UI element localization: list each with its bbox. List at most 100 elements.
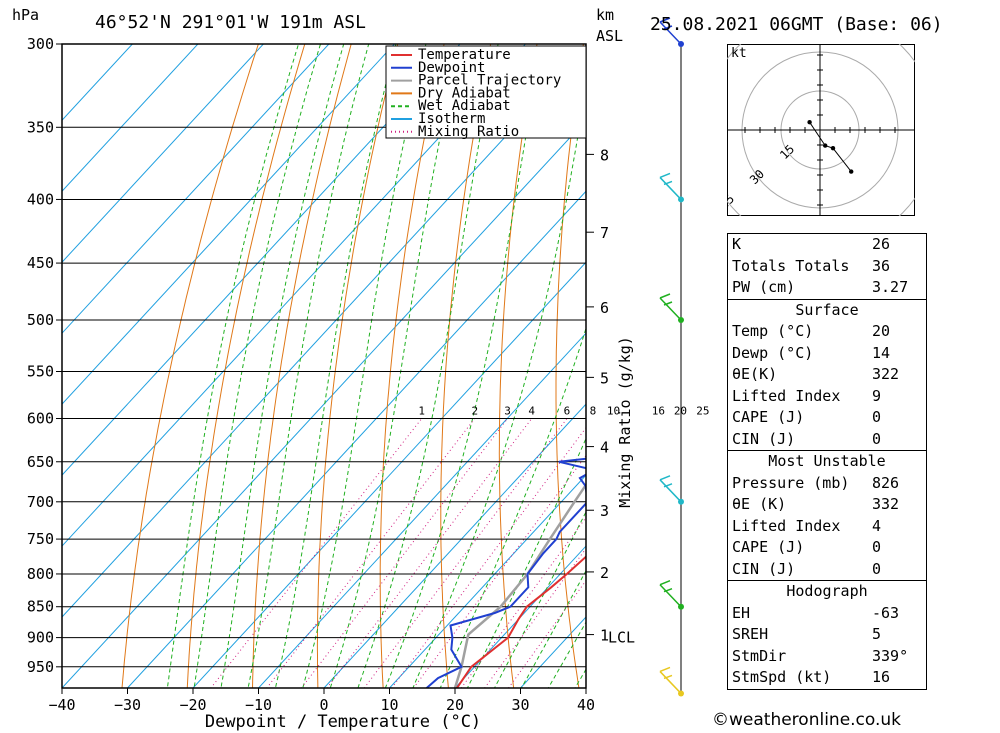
hodograph-point (823, 143, 828, 148)
pressure-tick-label: 500 (27, 311, 54, 329)
index-row: CAPE (J) 0 (728, 537, 926, 559)
mixing-ratio-label: 6 (564, 405, 571, 418)
index-label: Totals Totals (732, 256, 850, 275)
wet-adiabat-line (329, 44, 461, 688)
index-value: 4 (872, 516, 882, 535)
index-label: θE(K) (732, 365, 778, 383)
mixing-ratio-line (460, 516, 586, 688)
index-row: StmDir 339° (728, 646, 926, 668)
km-tick-label: 2 (600, 564, 609, 582)
index-value: 0 (872, 429, 882, 448)
legend-label: Isotherm (418, 111, 485, 127)
wet-adiabat-line (247, 44, 370, 688)
mixing-ratio-line (266, 418, 476, 688)
index-row: Temp (°C) 20 (728, 321, 926, 343)
index-row: K 26 (728, 234, 926, 256)
dry-adiabat-line (121, 44, 259, 688)
index-row: Totals Totals 36 (728, 256, 926, 278)
isotherm-line (62, 44, 134, 122)
mixing-ratio-label: 16 (652, 405, 665, 418)
km-tick-label: 5 (600, 369, 609, 387)
temp-tick-label: −10 (245, 696, 272, 714)
isotherm-line (62, 44, 396, 405)
copyright: ©weatheronline.co.uk (712, 710, 902, 730)
km-tick-label: 3 (600, 502, 609, 520)
pressure-tick-label: 450 (27, 254, 54, 272)
index-value: 5 (872, 625, 882, 643)
wet-adiabat-line (193, 44, 322, 688)
location-label: 46°52'N 291°01'W 191m ASL (95, 12, 366, 33)
index-label: CIN (J) (732, 559, 796, 578)
index-value: 16 (872, 668, 891, 686)
dewpoint-line (425, 457, 586, 688)
legend-box (385, 45, 587, 139)
index-row: CIN (J) 0 (728, 559, 926, 581)
dry-adiabat-line (379, 44, 445, 688)
dry-adiabat-line (664, 26, 717, 721)
hodograph-ring-label: 45 (727, 192, 737, 212)
index-label: StmSpd (kt) (732, 668, 832, 686)
hodograph-title: Hodograph (728, 580, 926, 603)
hodograph-point (830, 146, 836, 151)
pressure-tick-label: 950 (27, 658, 54, 676)
mixing-ratio-line (300, 418, 508, 688)
mixing-ratio-label: 2 (471, 405, 478, 418)
index-row: Pressure (mb) 826 (728, 473, 926, 495)
temp-tick-label: 30 (511, 696, 529, 714)
index-row: Lifted Index 9 (728, 386, 926, 408)
km-header-label: km (596, 6, 614, 24)
isotherm-line (192, 261, 586, 688)
isotherm-line (454, 545, 586, 688)
axes: 3003504004505005506006507007508008509009… (12, 6, 710, 732)
legend-label: Temperature (418, 47, 511, 63)
wet-adiabat-line (466, 437, 586, 688)
index-row: θE (K) 332 (728, 494, 926, 516)
datetime-label: 25.08.2021 06GMT (Base: 06) (650, 14, 943, 35)
hodograph-trace (809, 121, 852, 172)
mixing-ratio-label: 25 (696, 405, 709, 418)
temperature-line (455, 555, 586, 688)
index-value: 20 (872, 322, 891, 340)
header: 46°52'N 291°01'W 191m ASL km ASL 25.08.2021… (95, 6, 943, 45)
dry-adiabat-line (316, 44, 399, 688)
km-tick-label: 6 (600, 299, 609, 317)
index-label: CAPE (J) (732, 538, 805, 556)
wet-adiabat-line (493, 510, 586, 688)
surface-title: Surface (728, 298, 926, 322)
index-label: Temp (°C) (732, 322, 814, 340)
index-label: StmDir (732, 646, 787, 665)
index-value: 826 (872, 473, 900, 492)
wet-adiabat-line (274, 44, 397, 688)
index-label: EH (732, 603, 751, 622)
pressure-tick-label: 750 (27, 530, 54, 548)
wet-adiabat-line (547, 621, 586, 688)
km-tick-label: 7 (600, 224, 609, 242)
asl-header-label: ASL (596, 27, 623, 45)
mixing-ratio-line (507, 579, 586, 688)
most-unstable-title: Most Unstable (728, 450, 926, 473)
index-row: StmSpd (kt) 16 (728, 667, 926, 689)
profile-lines (425, 457, 586, 688)
index-label: θE (K) (732, 495, 787, 513)
legend-label: Dewpoint (418, 60, 485, 76)
index-value: 0 (872, 559, 882, 578)
legend-label: Parcel Trajectory (418, 73, 561, 89)
index-row: CIN (J) 0 (728, 429, 926, 451)
km-tick-label: 1 (600, 627, 609, 645)
legend-label: Mixing Ratio (418, 124, 519, 140)
mixing-ratio-label: 20 (674, 405, 687, 418)
wet-adiabat-line (220, 44, 345, 688)
index-row: PW (cm) 3.27 (728, 277, 926, 299)
legend-label: Dry Adiabat (418, 85, 511, 101)
temp-tick-label: −30 (114, 696, 141, 714)
dry-adiabat-line (954, 26, 1000, 721)
plot-frame (61, 43, 587, 689)
index-label: Dewp (°C) (732, 343, 814, 362)
wind-barb (659, 17, 682, 45)
index-row: CAPE (J) 0 (728, 407, 926, 429)
isotherm-line (62, 44, 199, 192)
index-label: Lifted Index (732, 516, 841, 535)
km-tick-label: 8 (600, 146, 609, 164)
hodograph-point (849, 169, 854, 174)
